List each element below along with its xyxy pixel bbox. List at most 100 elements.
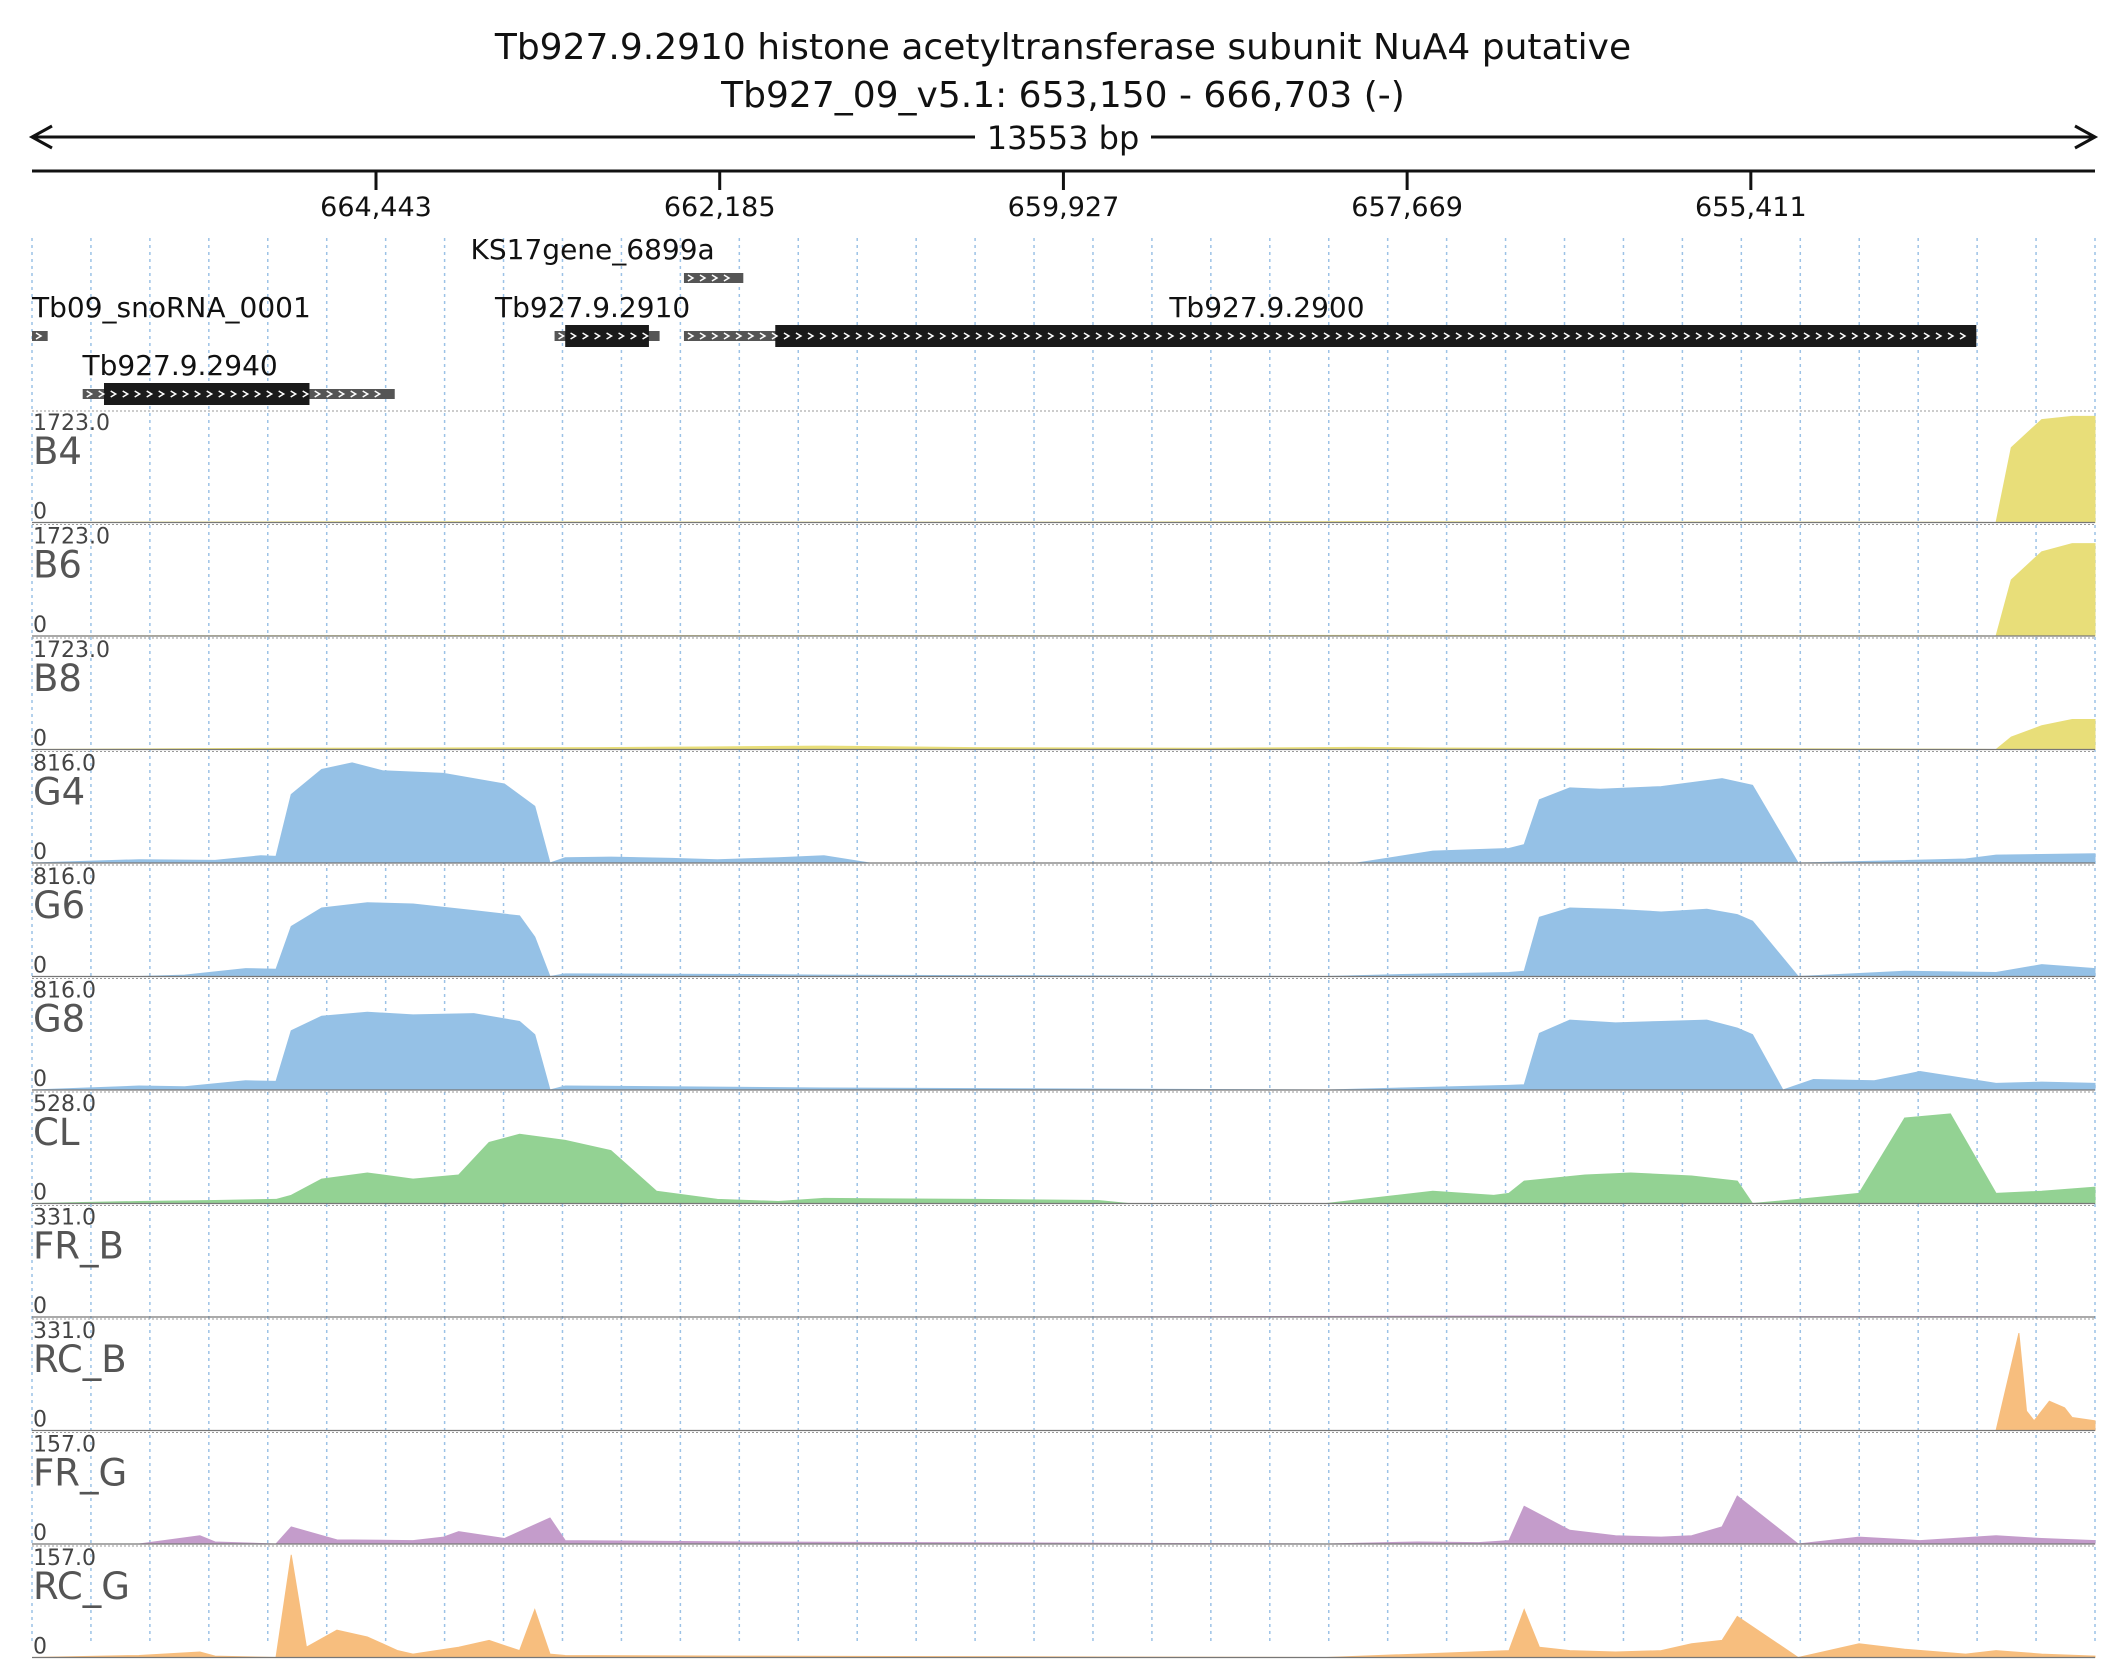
strand-chevron-icon xyxy=(1743,332,1751,340)
track-min-label: 0 xyxy=(33,1067,47,1092)
strand-chevron-icon xyxy=(999,332,1007,340)
strand-chevron-icon xyxy=(939,332,947,340)
strand-chevron-icon xyxy=(1875,332,1883,340)
strand-chevron-icon xyxy=(1455,332,1463,340)
strand-chevron-icon xyxy=(1683,332,1691,340)
track-fr-g: 157.0FR_G 0 xyxy=(32,1432,2096,1546)
strand-chevron-icon xyxy=(1011,332,1019,340)
strand-chevron-icon xyxy=(374,390,382,398)
strand-chevron-icon xyxy=(1155,332,1163,340)
gene-cds xyxy=(103,383,310,405)
track-max-label: 816.0 xyxy=(33,752,96,777)
figure-title-line1: Tb927.9.2910 histone acetyltransferase s… xyxy=(494,27,1631,68)
strand-chevron-icon xyxy=(1191,332,1199,340)
track-max-label: 1723.0 xyxy=(33,525,110,550)
coverage-area xyxy=(31,762,2096,864)
track-name: B6 xyxy=(33,544,82,587)
track-b8: 1723.0B8 0 xyxy=(31,637,2096,752)
track-min-label: 0 xyxy=(33,954,47,979)
gene-label: Tb927.9.2910 xyxy=(494,291,690,324)
strand-chevron-icon xyxy=(687,274,695,282)
strand-chevron-icon xyxy=(230,390,238,398)
strand-chevron-icon xyxy=(1659,332,1667,340)
strand-chevron-icon xyxy=(1911,332,1919,340)
coverage-area xyxy=(32,902,2096,978)
track-max-label: 157.0 xyxy=(33,1546,96,1571)
strand-chevron-icon xyxy=(194,390,202,398)
strand-chevron-icon xyxy=(867,332,875,340)
coverage-area xyxy=(32,1332,2096,1431)
track-g4: 816.0G4 0 xyxy=(31,751,2096,865)
strand-chevron-icon xyxy=(302,390,310,398)
strand-chevron-icon xyxy=(1551,332,1559,340)
strand-chevron-icon xyxy=(699,274,707,282)
track-min-label: 0 xyxy=(33,1294,47,1319)
strand-chevron-icon xyxy=(1071,332,1079,340)
coverage-area xyxy=(31,1113,2096,1205)
coverage-area xyxy=(31,1011,2096,1091)
strand-chevron-icon xyxy=(1215,332,1223,340)
strand-chevron-icon xyxy=(1707,332,1715,340)
track-name: G6 xyxy=(33,884,85,927)
strand-chevron-icon xyxy=(1959,332,1967,340)
track-min-label: 0 xyxy=(33,500,47,525)
strand-chevron-icon xyxy=(1047,332,1055,340)
strand-chevron-icon xyxy=(795,332,803,340)
coordinate-axis: 664,443 662,185 659,927 657,669 655,411 xyxy=(32,169,2095,223)
coverage-area xyxy=(31,719,2096,751)
track-max-label: 1723.0 xyxy=(33,411,110,436)
track-name: G4 xyxy=(33,771,85,814)
strand-chevron-icon xyxy=(1395,332,1403,340)
span-label: 13553 bp xyxy=(987,119,1140,157)
gene-label: Tb927.9.2900 xyxy=(1168,291,1364,324)
gene-label: Tb09_snoRNA_0001 xyxy=(31,291,311,324)
strand-chevron-icon xyxy=(1503,332,1511,340)
track-max-label: 157.0 xyxy=(33,1433,96,1458)
strand-chevron-icon xyxy=(618,332,626,340)
strand-chevron-icon xyxy=(1839,332,1847,340)
strand-chevron-icon xyxy=(1419,332,1427,340)
strand-chevron-icon xyxy=(1611,332,1619,340)
strand-chevron-icon xyxy=(711,332,719,340)
track-max-label: 331.0 xyxy=(33,1319,96,1344)
strand-chevron-icon xyxy=(723,274,731,282)
strand-chevron-icon xyxy=(1851,332,1859,340)
strand-chevron-icon xyxy=(1923,332,1931,340)
strand-chevron-icon xyxy=(771,332,779,340)
strand-chevron-icon xyxy=(843,332,851,340)
strand-chevron-icon xyxy=(927,332,935,340)
axis-tick-label: 659,927 xyxy=(1008,192,1120,223)
strand-chevron-icon xyxy=(1827,332,1835,340)
strand-chevron-icon xyxy=(1647,332,1655,340)
strand-chevron-icon xyxy=(642,332,650,340)
strand-chevron-icon xyxy=(314,390,322,398)
strand-chevron-icon xyxy=(855,332,863,340)
strand-chevron-icon xyxy=(278,390,286,398)
strand-chevron-icon xyxy=(1935,332,1943,340)
strand-chevron-icon xyxy=(891,332,899,340)
track-min-label: 0 xyxy=(33,727,47,752)
strand-chevron-icon xyxy=(1527,332,1535,340)
strand-chevron-icon xyxy=(1287,332,1295,340)
strand-chevron-icon xyxy=(170,390,178,398)
strand-chevron-icon xyxy=(558,332,566,340)
track-name: B4 xyxy=(33,430,82,473)
strand-chevron-icon xyxy=(1431,332,1439,340)
strand-chevron-icon xyxy=(1467,332,1475,340)
strand-chevron-icon xyxy=(290,390,298,398)
strand-chevron-icon xyxy=(1635,332,1643,340)
strand-chevron-icon xyxy=(326,390,334,398)
strand-chevron-icon xyxy=(1179,332,1187,340)
strand-chevron-icon xyxy=(951,332,959,340)
track-cl: 528.0CL 0 xyxy=(31,1091,2096,1206)
strand-chevron-icon xyxy=(1623,332,1631,340)
strand-chevron-icon xyxy=(1359,332,1367,340)
track-g8: 816.0G8 0 xyxy=(31,978,2096,1092)
track-rc-b: 331.0RC_B 0 xyxy=(32,1318,2096,1433)
strand-chevron-icon xyxy=(122,390,130,398)
axis-tick-label: 662,185 xyxy=(664,192,776,223)
strand-chevron-icon xyxy=(1095,332,1103,340)
track-fr-b: 331.0FR_B 0 xyxy=(32,1205,2096,1319)
gene-label: KS17gene_6899a xyxy=(471,233,715,266)
